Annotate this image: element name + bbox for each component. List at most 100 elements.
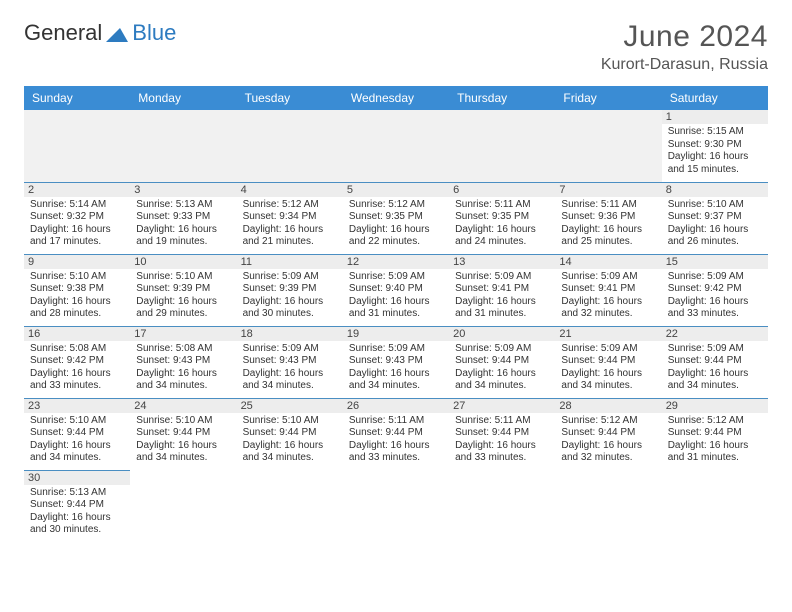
sunset-line: Sunset: 9:44 PM xyxy=(136,427,230,440)
sunset-line: Sunset: 9:41 PM xyxy=(455,283,549,296)
sunset-line: Sunset: 9:44 PM xyxy=(30,427,124,440)
daylight-line: Daylight: 16 hours and 29 minutes. xyxy=(136,296,230,321)
sunset-line: Sunset: 9:39 PM xyxy=(136,283,230,296)
sunset-line: Sunset: 9:43 PM xyxy=(136,355,230,368)
location: Kurort-Darasun, Russia xyxy=(601,56,768,74)
sunrise-line: Sunrise: 5:13 AM xyxy=(30,487,124,500)
sunrise-line: Sunrise: 5:10 AM xyxy=(30,271,124,284)
day-number: 24 xyxy=(130,399,236,413)
day-number: 29 xyxy=(662,399,768,413)
calendar-cell: 11Sunrise: 5:09 AMSunset: 9:39 PMDayligh… xyxy=(237,254,343,326)
sunset-line: Sunset: 9:43 PM xyxy=(349,355,443,368)
calendar-cell: 5Sunrise: 5:12 AMSunset: 9:35 PMDaylight… xyxy=(343,182,449,254)
sunrise-line: Sunrise: 5:11 AM xyxy=(349,415,443,428)
calendar-cell: 12Sunrise: 5:09 AMSunset: 9:40 PMDayligh… xyxy=(343,254,449,326)
day-number: 8 xyxy=(662,183,768,197)
sunrise-line: Sunrise: 5:09 AM xyxy=(455,343,549,356)
sunrise-line: Sunrise: 5:10 AM xyxy=(30,415,124,428)
sunrise-line: Sunrise: 5:10 AM xyxy=(243,415,337,428)
calendar-cell: 30Sunrise: 5:13 AMSunset: 9:44 PMDayligh… xyxy=(24,470,130,545)
sunset-line: Sunset: 9:44 PM xyxy=(455,427,549,440)
daylight-line: Daylight: 16 hours and 26 minutes. xyxy=(668,224,762,249)
calendar-table: SundayMondayTuesdayWednesdayThursdayFrid… xyxy=(24,86,768,545)
daylight-line: Daylight: 16 hours and 22 minutes. xyxy=(349,224,443,249)
calendar-cell-empty xyxy=(555,470,661,545)
daylight-line: Daylight: 16 hours and 34 minutes. xyxy=(243,368,337,393)
calendar-cell: 17Sunrise: 5:08 AMSunset: 9:43 PMDayligh… xyxy=(130,326,236,398)
sunset-line: Sunset: 9:44 PM xyxy=(243,427,337,440)
day-number: 20 xyxy=(449,327,555,341)
daylight-line: Daylight: 16 hours and 24 minutes. xyxy=(455,224,549,249)
calendar-row: 9Sunrise: 5:10 AMSunset: 9:38 PMDaylight… xyxy=(24,254,768,326)
sunset-line: Sunset: 9:44 PM xyxy=(455,355,549,368)
calendar-cell: 7Sunrise: 5:11 AMSunset: 9:36 PMDaylight… xyxy=(555,182,661,254)
calendar-cell: 6Sunrise: 5:11 AMSunset: 9:35 PMDaylight… xyxy=(449,182,555,254)
calendar-cell: 4Sunrise: 5:12 AMSunset: 9:34 PMDaylight… xyxy=(237,182,343,254)
sunrise-line: Sunrise: 5:13 AM xyxy=(136,199,230,212)
daylight-line: Daylight: 16 hours and 34 minutes. xyxy=(668,368,762,393)
logo-text-2: Blue xyxy=(132,20,176,46)
sunrise-line: Sunrise: 5:09 AM xyxy=(349,343,443,356)
day-number: 1 xyxy=(662,110,768,124)
sunset-line: Sunset: 9:44 PM xyxy=(349,427,443,440)
daylight-line: Daylight: 16 hours and 33 minutes. xyxy=(30,368,124,393)
sunset-line: Sunset: 9:35 PM xyxy=(455,211,549,224)
sunrise-line: Sunrise: 5:09 AM xyxy=(668,271,762,284)
calendar-cell-empty xyxy=(662,470,768,545)
daylight-line: Daylight: 16 hours and 31 minutes. xyxy=(668,440,762,465)
weekday-header: Friday xyxy=(555,86,661,110)
calendar-cell-empty xyxy=(343,110,449,182)
calendar-cell-empty xyxy=(343,470,449,545)
title-block: June 2024 Kurort-Darasun, Russia xyxy=(601,20,768,74)
calendar-cell: 29 Sunrise: 5:12 AMSunset: 9:44 PMDayligh… xyxy=(662,398,768,470)
day-number: 27 xyxy=(449,399,555,413)
sunset-line: Sunset: 9:34 PM xyxy=(243,211,337,224)
day-number: 15 xyxy=(662,255,768,269)
daylight-line: Daylight: 16 hours and 33 minutes. xyxy=(668,296,762,321)
calendar-cell: 26Sunrise: 5:11 AMSunset: 9:44 PMDayligh… xyxy=(343,398,449,470)
sunrise-line: Sunrise: 5:09 AM xyxy=(561,271,655,284)
day-number: 2 xyxy=(24,183,130,197)
calendar-row: 23Sunrise: 5:10 AMSunset: 9:44 PMDayligh… xyxy=(24,398,768,470)
day-number: 9 xyxy=(24,255,130,269)
daylight-line: Daylight: 16 hours and 34 minutes. xyxy=(455,368,549,393)
day-number: 12 xyxy=(343,255,449,269)
sunset-line: Sunset: 9:41 PM xyxy=(561,283,655,296)
calendar-cell: 1Sunrise: 5:15 AMSunset: 9:30 PMDaylight… xyxy=(662,110,768,182)
daylight-line: Daylight: 16 hours and 34 minutes. xyxy=(349,368,443,393)
day-number: 11 xyxy=(237,255,343,269)
sunrise-line: Sunrise: 5:14 AM xyxy=(30,199,124,212)
logo-arrow-icon xyxy=(106,24,128,42)
sunset-line: Sunset: 9:44 PM xyxy=(668,427,762,440)
weekday-row: SundayMondayTuesdayWednesdayThursdayFrid… xyxy=(24,86,768,110)
daylight-line: Daylight: 16 hours and 32 minutes. xyxy=(561,440,655,465)
calendar-cell-empty xyxy=(24,110,130,182)
calendar-cell: 24Sunrise: 5:10 AMSunset: 9:44 PMDayligh… xyxy=(130,398,236,470)
sunset-line: Sunset: 9:37 PM xyxy=(668,211,762,224)
weekday-header: Thursday xyxy=(449,86,555,110)
sunrise-line: Sunrise: 5:10 AM xyxy=(668,199,762,212)
calendar-row: 16Sunrise: 5:08 AMSunset: 9:42 PMDayligh… xyxy=(24,326,768,398)
calendar-cell: 10 Sunrise: 5:10 AMSunset: 9:39 PMDayligh… xyxy=(130,254,236,326)
sunrise-line: Sunrise: 5:12 AM xyxy=(668,415,762,428)
calendar-row: 30Sunrise: 5:13 AMSunset: 9:44 PMDayligh… xyxy=(24,470,768,545)
calendar-cell: 3Sunrise: 5:13 AMSunset: 9:33 PMDaylight… xyxy=(130,182,236,254)
daylight-line: Daylight: 16 hours and 34 minutes. xyxy=(30,440,124,465)
calendar-cell: 16Sunrise: 5:08 AMSunset: 9:42 PMDayligh… xyxy=(24,326,130,398)
daylight-line: Daylight: 16 hours and 17 minutes. xyxy=(30,224,124,249)
day-number: 28 xyxy=(555,399,661,413)
sunrise-line: Sunrise: 5:10 AM xyxy=(136,271,230,284)
day-number: 13 xyxy=(449,255,555,269)
sunset-line: Sunset: 9:32 PM xyxy=(30,211,124,224)
day-number: 26 xyxy=(343,399,449,413)
sunset-line: Sunset: 9:42 PM xyxy=(30,355,124,368)
calendar-cell: 20 Sunrise: 5:09 AMSunset: 9:44 PMDayligh… xyxy=(449,326,555,398)
daylight-line: Daylight: 16 hours and 21 minutes. xyxy=(243,224,337,249)
day-number: 10 xyxy=(130,255,236,269)
calendar-cell: 21Sunrise: 5:09 AMSunset: 9:44 PMDayligh… xyxy=(555,326,661,398)
daylight-line: Daylight: 16 hours and 30 minutes. xyxy=(243,296,337,321)
sunset-line: Sunset: 9:33 PM xyxy=(136,211,230,224)
sunset-line: Sunset: 9:43 PM xyxy=(243,355,337,368)
calendar-cell-empty xyxy=(130,470,236,545)
day-number: 25 xyxy=(237,399,343,413)
